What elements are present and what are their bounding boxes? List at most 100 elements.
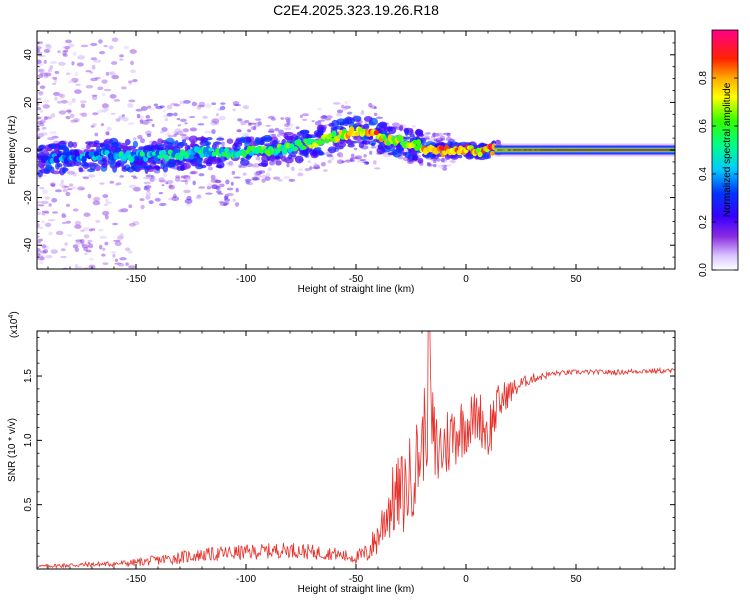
heatmap-scatter-cell: [40, 275, 44, 278]
heatmap-scatter-cell: [207, 166, 213, 171]
heatmap-scatter-cell: [75, 239, 83, 242]
heatmap-scatter-cell: [353, 147, 358, 151]
heatmap-scatter-cell: [309, 166, 313, 170]
heatmap-scatter-cell: [62, 188, 68, 193]
heatmap-scatter-cell: [102, 194, 109, 199]
heatmap-scatter-cell: [135, 108, 143, 112]
heatmap-scatter-cell: [143, 181, 149, 185]
heatmap-scatter-cell: [314, 121, 322, 126]
heatmap-scatter-cell: [261, 178, 266, 183]
heatmap-scatter-cell: [174, 176, 181, 182]
heatmap-scatter-cell: [47, 137, 54, 141]
heatmap-scatter-cell: [217, 108, 222, 111]
heatmap-cloud-cell: [415, 128, 421, 137]
heatmap-scatter-cell: [247, 129, 252, 133]
heatmap-scatter-cell: [242, 172, 247, 176]
heatmap-scatter-cell: [43, 72, 52, 77]
heatmap-scatter-cell: [81, 103, 86, 108]
heatmap-scatter-cell: [42, 99, 50, 103]
heatmap-scatter-cell: [242, 133, 250, 137]
heatmap-scatter-cell: [104, 107, 110, 112]
heatmap-cloud-cell: [402, 151, 408, 156]
heatmap-tone-cell: [629, 149, 633, 151]
heatmap-scatter-cell: [132, 221, 140, 226]
heatmap-scatter-cell: [102, 92, 106, 97]
heatmap-scatter-cell: [37, 254, 44, 257]
heatmap-scatter-cell: [65, 220, 71, 224]
heatmap-cloud-cell: [258, 140, 265, 146]
heatmap-cloud-cell: [125, 139, 131, 146]
heatmap-scatter-cell: [255, 170, 263, 175]
heatmap-scatter-cell: [54, 78, 58, 83]
heatmap-scatter-cell: [51, 211, 59, 214]
heatmap-scatter-cell: [171, 196, 180, 202]
heatmap-scatter-cell: [90, 42, 98, 47]
heatmap-scatter-cell: [90, 125, 95, 128]
heatmap-scatter-cell: [101, 108, 108, 113]
heatmap-scatter-cell: [434, 139, 442, 142]
heatmap-scatter-cell: [62, 50, 68, 53]
heatmap-scatter-cell: [128, 81, 132, 86]
heatmap-cloud-cell: [53, 148, 59, 156]
heatmap-scatter-cell: [105, 131, 110, 136]
heatmap-scatter-cell: [66, 233, 73, 237]
heatmap-tone-cell: [573, 149, 578, 151]
spectrogram-x-ticks: -150 -100 -50 0 50: [47, 31, 665, 285]
heatmap-scatter-cell: [317, 107, 322, 111]
heatmap-scatter-cell: [180, 179, 188, 183]
heatmap-scatter-cell: [69, 113, 75, 118]
heatmap-scatter-cell: [350, 153, 355, 158]
heatmap-scatter-cell: [99, 182, 105, 185]
heatmap-cloud-cell: [269, 140, 278, 145]
heatmap-tone-cell: [523, 149, 528, 151]
heatmap-scatter-cell: [43, 116, 48, 121]
heatmap-scatter-cell: [100, 123, 105, 127]
heatmap-scatter-cell: [37, 97, 42, 101]
heatmap-scatter-cell: [276, 133, 281, 137]
heatmap-scatter-cell: [339, 153, 344, 158]
heatmap-scatter-cell: [80, 229, 85, 232]
heatmap-scatter-cell: [158, 192, 164, 195]
heatmap-scatter-cell: [41, 211, 46, 216]
heatmap-scatter-cell: [442, 132, 451, 136]
heatmap-scatter-cell: [373, 106, 377, 110]
heatmap-scatter-cell: [318, 119, 326, 122]
heatmap-cloud-cell: [167, 159, 177, 168]
heatmap-tone-cell: [513, 149, 517, 151]
heatmap-scatter-cell: [44, 222, 52, 227]
heatmap-scatter-cell: [151, 175, 155, 180]
heatmap-scatter-cell: [62, 53, 68, 58]
heatmap-scatter-cell: [237, 129, 242, 133]
heatmap-scatter-cell: [37, 74, 44, 78]
heatmap-scatter-cell: [161, 127, 168, 132]
heatmap-scatter-cell: [121, 114, 126, 117]
heatmap-scatter-cell: [38, 68, 45, 73]
heatmap-scatter-cell: [184, 198, 193, 204]
heatmap-scatter-cell: [37, 211, 42, 216]
heatmap-ridge-cell: [354, 132, 360, 137]
heatmap-cloud-cell: [275, 160, 282, 166]
heatmap-scatter-cell: [248, 122, 252, 126]
heatmap-scatter-cell: [81, 175, 90, 178]
heatmap-scatter-cell: [350, 158, 355, 163]
heatmap-tone-cell: [563, 149, 567, 151]
heatmap-scatter-cell: [252, 177, 260, 181]
heatmap-cloud-cell: [382, 148, 392, 153]
heatmap-scatter-cell: [369, 150, 373, 155]
heatmap-scatter-cell: [67, 109, 72, 114]
heatmap-scatter-cell: [99, 235, 107, 239]
heatmap-scatter-cell: [224, 200, 228, 205]
heatmap-scatter-cell: [103, 45, 108, 48]
heatmap-scatter-cell: [284, 117, 291, 121]
heatmap-tone-cell: [510, 149, 514, 151]
heatmap-tone-cell: [531, 149, 536, 151]
heatmap-scatter-cell: [79, 239, 85, 244]
heatmap-scatter-cell: [184, 180, 189, 186]
heatmap-scatter-cell: [330, 155, 335, 161]
heatmap-scatter-cell: [37, 133, 44, 138]
heatmap-scatter-cell: [284, 127, 292, 131]
heatmap-scatter-cell: [166, 131, 171, 136]
heatmap-scatter-cell: [85, 70, 92, 73]
heatmap-scatter-cell: [74, 224, 82, 229]
heatmap-tone-cell: [576, 149, 580, 151]
